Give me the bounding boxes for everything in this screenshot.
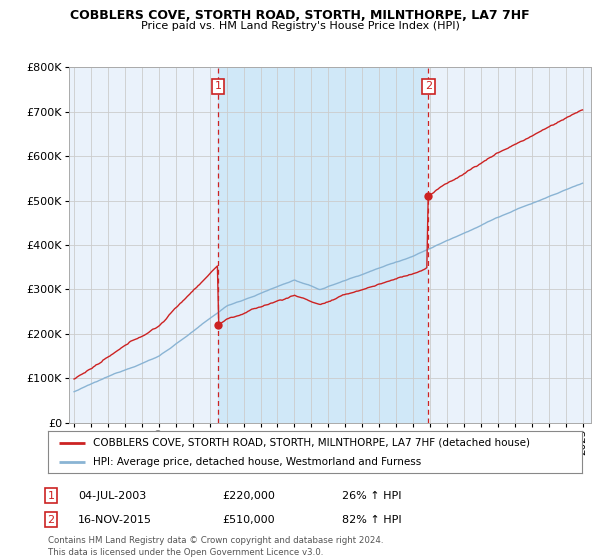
Bar: [218, 67, 428, 423]
Text: Price paid vs. HM Land Registry's House Price Index (HPI): Price paid vs. HM Land Registry's House …: [140, 21, 460, 31]
Text: COBBLERS COVE, STORTH ROAD, STORTH, MILNTHORPE, LA7 7HF: COBBLERS COVE, STORTH ROAD, STORTH, MILN…: [70, 9, 530, 22]
Text: 26% ↑ HPI: 26% ↑ HPI: [342, 491, 401, 501]
Text: COBBLERS COVE, STORTH ROAD, STORTH, MILNTHORPE, LA7 7HF (detached house): COBBLERS COVE, STORTH ROAD, STORTH, MILN…: [94, 437, 530, 447]
Text: 04-JUL-2003: 04-JUL-2003: [78, 491, 146, 501]
Text: 16-NOV-2015: 16-NOV-2015: [78, 515, 152, 525]
Text: 2: 2: [425, 81, 432, 91]
Text: £510,000: £510,000: [222, 515, 275, 525]
Text: HPI: Average price, detached house, Westmorland and Furness: HPI: Average price, detached house, West…: [94, 457, 422, 467]
Text: 2: 2: [47, 515, 55, 525]
Text: 1: 1: [215, 81, 221, 91]
Text: Contains HM Land Registry data © Crown copyright and database right 2024.
This d: Contains HM Land Registry data © Crown c…: [48, 536, 383, 557]
Text: 82% ↑ HPI: 82% ↑ HPI: [342, 515, 401, 525]
Text: £220,000: £220,000: [222, 491, 275, 501]
Text: 1: 1: [47, 491, 55, 501]
